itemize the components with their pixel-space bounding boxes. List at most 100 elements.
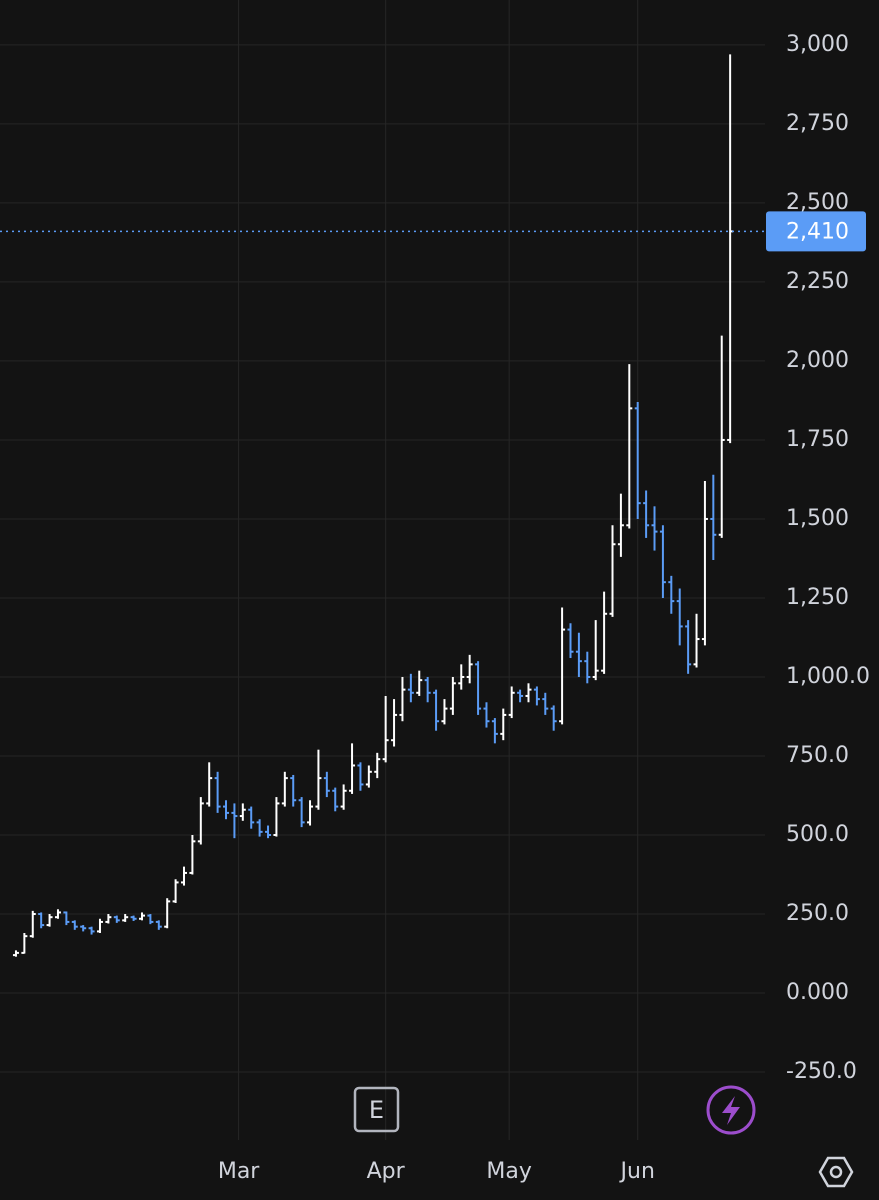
ohlc-bar bbox=[315, 749, 322, 810]
ohlc-bar bbox=[475, 661, 482, 715]
ohlc-bar bbox=[181, 866, 188, 886]
last-price-box bbox=[766, 211, 866, 252]
ohlc-bar bbox=[138, 912, 145, 921]
ohlc-bar bbox=[323, 771, 330, 798]
ohlc-bar bbox=[508, 686, 515, 719]
y-tick-label: 2,500 bbox=[786, 190, 849, 215]
ohlc-bar bbox=[416, 670, 423, 696]
ohlc-bar bbox=[575, 632, 582, 677]
ohlc-bar bbox=[281, 771, 288, 807]
ohlc-bar bbox=[365, 765, 372, 788]
y-tick-label: -250.0 bbox=[786, 1059, 857, 1084]
ohlc-bar bbox=[584, 651, 591, 684]
events-icon[interactable] bbox=[706, 1085, 756, 1135]
ohlc-bar bbox=[80, 925, 87, 932]
ohlc-bar bbox=[685, 620, 692, 674]
ohlc-bar bbox=[643, 490, 650, 538]
y-tick-label: 2,750 bbox=[786, 111, 849, 136]
ohlc-bar bbox=[88, 926, 95, 935]
y-tick-label: 3,000 bbox=[786, 32, 849, 57]
ohlc-bar bbox=[21, 932, 28, 954]
ohlc-bar bbox=[38, 912, 45, 929]
y-tick-label: 1,250 bbox=[786, 585, 849, 610]
x-tick-label: May bbox=[486, 1159, 531, 1184]
ohlc-bar bbox=[458, 664, 465, 690]
ohlc-bar bbox=[441, 699, 448, 725]
grid bbox=[0, 0, 765, 1140]
y-tick-label: 2,000 bbox=[786, 348, 849, 373]
ohlc-bar bbox=[391, 699, 398, 747]
ohlc-bar bbox=[46, 914, 53, 927]
ohlc-bar bbox=[172, 879, 179, 903]
ohlc-bar bbox=[676, 588, 683, 646]
ohlc-bar bbox=[466, 654, 473, 684]
gear bbox=[818, 1156, 854, 1188]
ohlc-bar bbox=[214, 771, 221, 813]
lightning bbox=[722, 1096, 740, 1125]
gear-center bbox=[829, 1165, 843, 1179]
ohlc-bar bbox=[113, 915, 120, 923]
y-tick-label: 2,250 bbox=[786, 269, 849, 294]
x-tick-label: Mar bbox=[218, 1159, 260, 1184]
ohlc-bar bbox=[265, 825, 272, 839]
ohlc-bar bbox=[668, 575, 675, 614]
ohlc-bar bbox=[29, 910, 36, 938]
ohlc-bar bbox=[290, 774, 297, 807]
ohlc-bar bbox=[223, 800, 230, 820]
ohlc-bar bbox=[239, 803, 246, 821]
ohlc-bar bbox=[693, 613, 700, 668]
ohlc-bar bbox=[424, 676, 431, 703]
ohlc-bar bbox=[206, 762, 213, 807]
last-price-label: 2,410 bbox=[786, 219, 849, 244]
ohlc-bar bbox=[399, 676, 406, 722]
ohlc-bar bbox=[550, 705, 557, 731]
ohlc-bar bbox=[307, 800, 314, 826]
ohlc-bar bbox=[609, 525, 616, 617]
ohlc-bar bbox=[567, 623, 574, 659]
ohlc-bar bbox=[500, 708, 507, 741]
settings-icon[interactable] bbox=[818, 1156, 854, 1188]
ohlc-bar bbox=[525, 683, 532, 703]
ohlc-bar bbox=[54, 909, 61, 919]
ohlc-bar bbox=[718, 335, 725, 538]
ohlc-bar bbox=[332, 787, 339, 812]
ohlc-bar bbox=[382, 695, 389, 763]
x-tick-label: Jun bbox=[619, 1159, 655, 1184]
ohlc-bar bbox=[349, 743, 356, 794]
ohlc-bar bbox=[617, 493, 624, 557]
ohlc-bar bbox=[433, 689, 440, 731]
ohlc-bar bbox=[155, 920, 162, 930]
y-tick-label: 250.0 bbox=[786, 901, 849, 926]
ohlc-bar bbox=[710, 474, 717, 561]
bars bbox=[12, 54, 734, 957]
ohlc-bar bbox=[651, 506, 658, 551]
y-tick-label: 1,750 bbox=[786, 427, 849, 452]
ohlc-bar bbox=[63, 911, 70, 926]
ohlc-bar bbox=[533, 686, 540, 706]
ohlc-bar bbox=[449, 676, 456, 715]
ohlc-bar bbox=[189, 835, 196, 875]
ohlc-bar bbox=[626, 364, 633, 529]
ohlc-bar bbox=[256, 819, 263, 837]
ohlc-bar bbox=[71, 920, 78, 930]
earnings-label[interactable]: E bbox=[369, 1096, 384, 1124]
ohlc-bar bbox=[592, 620, 599, 681]
ohlc-bar bbox=[248, 806, 255, 829]
y-tick-label: 0.000 bbox=[786, 980, 849, 1005]
ohlc-bar bbox=[96, 918, 103, 933]
ohlc-bar bbox=[231, 803, 238, 839]
y-tick-label: 750.0 bbox=[786, 743, 849, 768]
ohlc-bar bbox=[517, 689, 524, 703]
ohlc-bar bbox=[164, 898, 171, 929]
ohlc-bar bbox=[147, 914, 154, 925]
ohlc-bar bbox=[559, 607, 566, 725]
earnings-icon[interactable] bbox=[353, 1086, 400, 1133]
ohlc-bar bbox=[659, 525, 666, 598]
x-tick-label: Apr bbox=[367, 1159, 406, 1184]
ohlc-bar bbox=[130, 915, 137, 921]
y-tick-label: 1,500 bbox=[786, 506, 849, 531]
ohlc-bar bbox=[298, 797, 305, 828]
ohlc-bar bbox=[12, 950, 19, 957]
ohlc-bar bbox=[491, 718, 498, 744]
